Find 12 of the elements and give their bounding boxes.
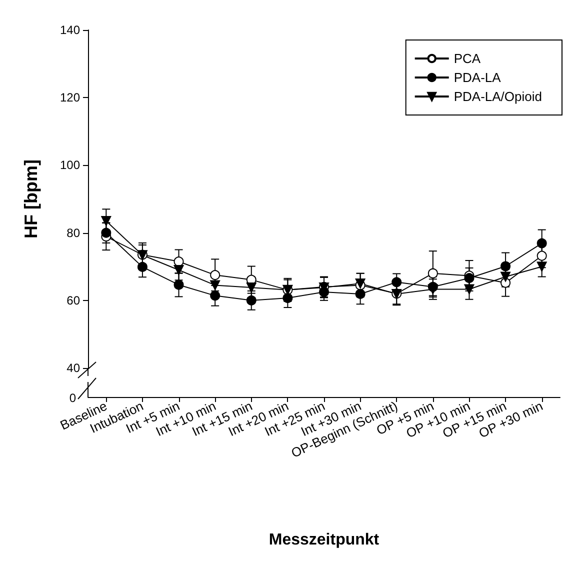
legend-label: PDA-LA/Opioid [454,89,542,104]
y-tick-label: 120 [60,90,80,105]
y-tick-label: 100 [60,158,80,172]
legend-label: PCA [454,51,481,66]
x-axis-title: Messzeitpunkt [268,532,380,548]
y-axis-title: HF [bpm] [21,160,41,238]
legend-label: PDA-LA [454,70,502,85]
y-tick-label: 60 [66,293,80,308]
y-tick-label: 80 [66,226,80,240]
text: 0 [69,391,76,405]
y-tick-label: 140 [60,23,80,37]
y-tick-label: 40 [66,361,80,375]
